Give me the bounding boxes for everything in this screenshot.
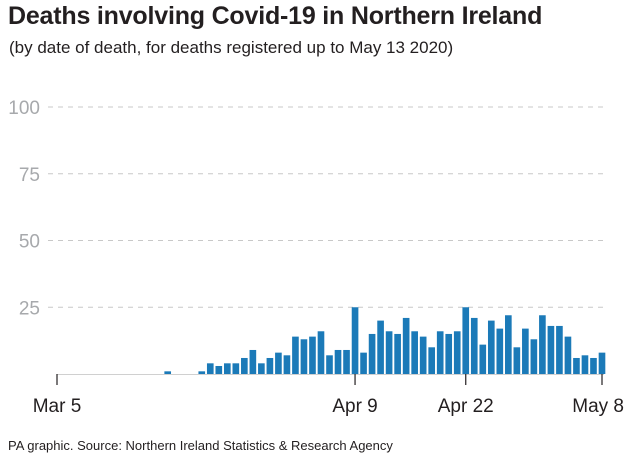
bar-may-1 bbox=[539, 315, 546, 374]
bar-may-5 bbox=[573, 357, 580, 374]
bar-mar-25 bbox=[223, 363, 231, 374]
bar-mar-23 bbox=[206, 363, 214, 374]
bar-may-4 bbox=[564, 336, 572, 374]
bar-apr-3 bbox=[300, 339, 308, 374]
chart-title: Deaths involving Covid-19 in Northern Ir… bbox=[8, 2, 543, 30]
y-tick-label: 25 bbox=[19, 298, 40, 319]
bar-may-7 bbox=[590, 357, 597, 374]
bar-mar-24 bbox=[215, 365, 223, 374]
bar-apr-23 bbox=[470, 317, 478, 374]
bar-apr-7 bbox=[334, 349, 342, 374]
bar-apr-8 bbox=[343, 349, 350, 374]
bar-apr-28 bbox=[513, 347, 521, 374]
bar-apr-30 bbox=[530, 339, 538, 374]
bar-apr-24 bbox=[479, 344, 487, 374]
bar-may-3 bbox=[556, 325, 563, 374]
x-axis: Mar 5 Apr 9 Apr 22 May 8 bbox=[33, 374, 624, 417]
bar-mar-28 bbox=[249, 349, 257, 374]
bar-may-2 bbox=[547, 325, 555, 374]
x-tick-label: Mar 5 bbox=[33, 396, 82, 417]
bar-mar-22 bbox=[198, 371, 206, 374]
bar-may-8 bbox=[598, 352, 606, 374]
y-tick-label: 75 bbox=[19, 165, 40, 186]
x-tick-label: May 8 bbox=[572, 396, 624, 417]
bar-apr-13 bbox=[385, 331, 393, 374]
x-tick-label: Apr 9 bbox=[332, 396, 377, 417]
bar-apr-19 bbox=[436, 331, 444, 374]
bars bbox=[164, 307, 606, 374]
chart-subtitle: (by date of death, for deaths registered… bbox=[9, 38, 454, 57]
source-note: PA graphic. Source: Northern Ireland Sta… bbox=[8, 438, 393, 453]
bar-apr-16 bbox=[411, 331, 418, 374]
bar-mar-29 bbox=[258, 363, 265, 374]
bar-mar-26 bbox=[232, 363, 240, 374]
bar-apr-25 bbox=[487, 320, 495, 374]
bar-apr-14 bbox=[394, 333, 401, 374]
bar-apr-22 bbox=[462, 307, 470, 374]
bar-apr-6 bbox=[326, 355, 333, 374]
gridlines bbox=[48, 106, 604, 308]
bar-apr-4 bbox=[309, 336, 316, 374]
bar-apr-20 bbox=[445, 333, 453, 374]
bar-mar-30 bbox=[266, 357, 274, 374]
bar-apr-26 bbox=[496, 328, 504, 374]
bar-apr-9 bbox=[351, 307, 359, 374]
bar-apr-12 bbox=[377, 320, 384, 374]
bar-mar-18 bbox=[164, 371, 172, 374]
bar-apr-27 bbox=[505, 315, 512, 374]
bar-mar-27 bbox=[241, 357, 248, 374]
y-tick-label: 100 bbox=[8, 98, 40, 119]
bar-apr-18 bbox=[428, 347, 436, 374]
bar-apr-1 bbox=[283, 355, 291, 374]
bar-apr-10 bbox=[360, 352, 367, 374]
bar-apr-29 bbox=[522, 328, 529, 374]
bar-apr-17 bbox=[419, 336, 427, 374]
bar-mar-31 bbox=[275, 352, 282, 374]
bar-apr-11 bbox=[368, 333, 376, 374]
bar-apr-2 bbox=[292, 336, 299, 374]
y-tick-label: 50 bbox=[19, 232, 40, 253]
bar-may-6 bbox=[581, 355, 589, 374]
bar-apr-5 bbox=[317, 331, 325, 374]
bar-apr-21 bbox=[453, 331, 461, 374]
x-tick-label: Apr 22 bbox=[438, 396, 494, 417]
y-axis-labels: 25 50 75 100 bbox=[8, 98, 40, 319]
bar-apr-15 bbox=[402, 317, 410, 374]
